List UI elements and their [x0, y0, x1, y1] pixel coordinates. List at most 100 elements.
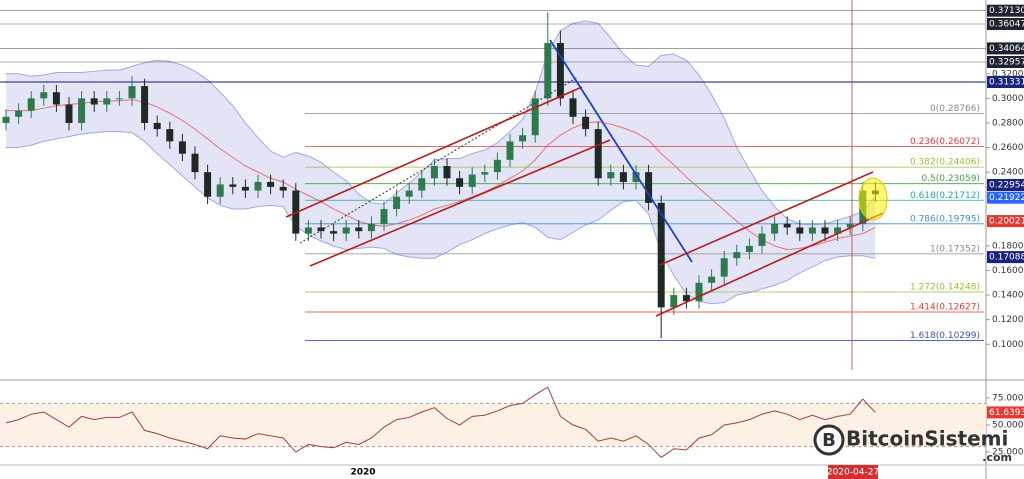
candle-body — [745, 245, 753, 253]
candle-body — [267, 181, 275, 187]
candle-body — [556, 43, 564, 99]
logo-icon — [813, 424, 845, 456]
candle-body — [15, 110, 23, 117]
rsi-current-label: 61.6393 — [989, 408, 1024, 418]
highlight — [858, 177, 888, 221]
candle-body — [330, 231, 338, 234]
candle-body — [430, 165, 438, 179]
price-box-label: 0.21922 — [989, 193, 1024, 203]
price-box — [987, 4, 1024, 17]
candle-body — [191, 153, 199, 173]
candle-body — [783, 223, 791, 228]
candle-body — [544, 43, 552, 99]
candle-body — [153, 122, 161, 130]
year-label: 2020 — [350, 468, 375, 478]
price-box-label: 0.36047 — [989, 20, 1024, 30]
candle-body — [241, 186, 249, 191]
price-box — [987, 56, 1024, 69]
candle-body — [418, 178, 426, 191]
candle-body — [40, 92, 48, 99]
drawings — [285, 0, 888, 370]
price-box-label: 0.32957 — [989, 58, 1024, 68]
candle-body — [531, 98, 539, 136]
price-box-label: 0.37130 — [989, 6, 1024, 16]
candle-body — [771, 223, 779, 234]
price-box-label: 0.31331 — [989, 77, 1024, 87]
dotted-trend — [299, 76, 579, 244]
rsi-line — [5, 386, 876, 459]
candle-body — [141, 86, 149, 123]
candle-body — [594, 129, 602, 179]
candle-body — [657, 202, 665, 308]
fib-label: 0.786(0.19795) — [910, 214, 980, 224]
candle-body — [355, 227, 363, 232]
candle-body — [645, 172, 653, 203]
candle-body — [279, 186, 287, 191]
channel-line — [309, 139, 611, 267]
candle-body — [695, 282, 703, 302]
fib-label: 1(0.17352) — [930, 244, 980, 254]
candle-body — [834, 227, 842, 234]
candle-body — [342, 227, 350, 234]
fib-label: 0.618(0.21712) — [910, 191, 980, 201]
candle-body — [821, 227, 829, 234]
candle-body — [393, 196, 401, 210]
candle-body — [670, 295, 678, 308]
fib-label: 1.414(0.12627) — [910, 302, 980, 312]
candle-body — [720, 258, 728, 277]
candle-body — [846, 223, 854, 228]
candle-body — [506, 141, 514, 160]
channel-line — [659, 171, 874, 266]
price-box — [987, 75, 1024, 88]
candle-body — [216, 184, 224, 197]
bollinger-basis — [6, 99, 876, 251]
logo-mark: B — [822, 430, 836, 451]
fib-label: 1.272(0.14248) — [910, 283, 980, 293]
candle-body — [254, 181, 262, 191]
candle-body — [405, 190, 413, 197]
candle-body — [619, 172, 627, 182]
candle-body — [317, 227, 325, 232]
candle-body — [65, 104, 73, 123]
channel-line — [655, 212, 884, 317]
candle-body — [758, 233, 766, 246]
candle-body — [27, 98, 35, 111]
fib-label: 0.382(0.24406) — [910, 158, 980, 168]
candle-body — [90, 98, 98, 105]
logo-domain: .com — [982, 451, 1012, 464]
candle-body — [304, 227, 312, 234]
candle-body — [367, 223, 375, 232]
candle-body — [569, 98, 577, 117]
candle-body — [443, 165, 451, 179]
candle-body — [128, 86, 136, 99]
candle-body — [481, 172, 489, 175]
price-box-label: 0.22954 — [989, 180, 1024, 190]
logo: B BitcoinSistemi .com — [813, 424, 1012, 464]
cursor-box — [828, 465, 878, 479]
candle-body — [708, 276, 716, 283]
candle-body — [2, 116, 10, 123]
fib-label: 1.618(0.10299) — [910, 331, 980, 341]
rsi-current-box — [987, 406, 1024, 419]
bollinger-upper — [6, 20, 876, 226]
logo-name: BitcoinSistemi — [846, 427, 1008, 451]
fib-label: 0.5(0.23059) — [921, 174, 980, 184]
candle-body — [632, 172, 640, 182]
candle-body — [582, 116, 590, 130]
candle-body — [682, 295, 690, 302]
price-box — [987, 42, 1024, 55]
candle-body — [796, 227, 804, 234]
level-layer: 0(0.28766) 0.236(0.26072) 0.382(0.24406) 0.… — [0, 10, 986, 341]
candle-body — [468, 174, 476, 187]
channel-line — [285, 86, 583, 218]
price-box-label: 0.20021 — [989, 217, 1024, 227]
